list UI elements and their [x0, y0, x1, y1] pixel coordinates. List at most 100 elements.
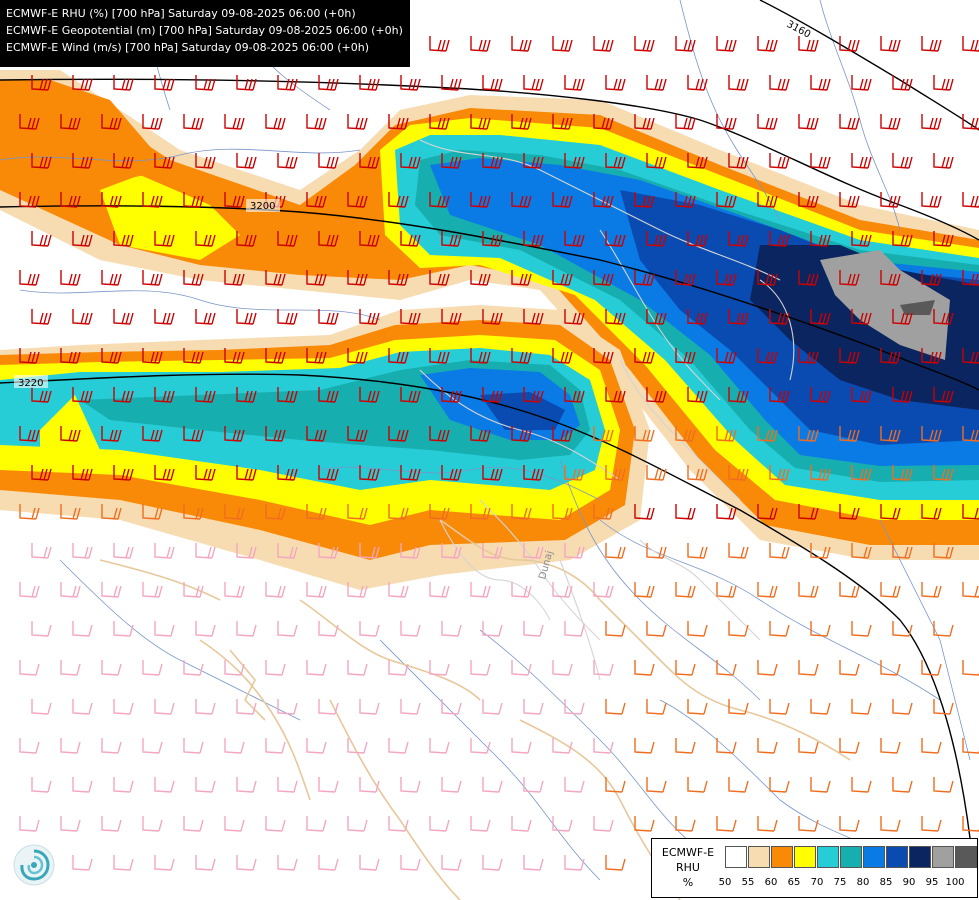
- wind-barb: [72, 543, 93, 559]
- wind-barb: [757, 348, 778, 364]
- wind-barb: [306, 192, 327, 208]
- wind-barb: [31, 465, 52, 481]
- wind-barb: [892, 777, 913, 793]
- wind-barb: [195, 777, 216, 793]
- wind-barb: [277, 543, 298, 559]
- wind-barb: [933, 387, 954, 403]
- wind-barb: [798, 660, 819, 676]
- wind-barb: [634, 816, 655, 832]
- wind-barb: [318, 777, 339, 793]
- wind-barb: [441, 465, 462, 481]
- wind-barb: [359, 75, 380, 91]
- wind-barb: [798, 192, 819, 208]
- wind-barb: [60, 270, 81, 286]
- wind-barb: [347, 426, 368, 442]
- wind-barb: [892, 699, 913, 715]
- wind-barb: [142, 192, 163, 208]
- wind-barb: [306, 348, 327, 364]
- wind-barb: [552, 270, 573, 286]
- wind-barb: [236, 231, 257, 247]
- wind-barb: [113, 855, 134, 871]
- wind-barb: [318, 387, 339, 403]
- wind-barb: [593, 582, 614, 598]
- wind-barb: [195, 387, 216, 403]
- wind-barb: [441, 855, 462, 871]
- wind-barb: [359, 387, 380, 403]
- wind-barb: [265, 660, 286, 676]
- wind-barb: [470, 504, 491, 520]
- wind-barb: [19, 660, 40, 676]
- wind-barb: [769, 621, 790, 637]
- wind-barb: [593, 816, 614, 832]
- wind-barb: [101, 582, 122, 598]
- wind-barb: [154, 75, 175, 91]
- wind-barb: [728, 153, 749, 169]
- wind-barb: [564, 777, 585, 793]
- wind-barb: [277, 855, 298, 871]
- wind-barb: [101, 114, 122, 130]
- wind-barb: [921, 426, 942, 442]
- wind-barb: [224, 348, 245, 364]
- legend-level-label: 70: [810, 877, 824, 888]
- wind-barb: [31, 621, 52, 637]
- wind-barb: [101, 738, 122, 754]
- wind-barb: [511, 270, 532, 286]
- wind-barb: [892, 465, 913, 481]
- wind-barb: [195, 543, 216, 559]
- wind-barb: [482, 465, 503, 481]
- wind-barb: [921, 660, 942, 676]
- legend-level-label: 100: [945, 877, 965, 888]
- wind-barb: [195, 621, 216, 637]
- wind-barb: [880, 426, 901, 442]
- wind-barb: [728, 75, 749, 91]
- legend-unit: %: [682, 876, 694, 889]
- wind-barb: [728, 231, 749, 247]
- wind-barb: [429, 660, 450, 676]
- wind-barb: [769, 465, 790, 481]
- wind-barb: [564, 621, 585, 637]
- wind-barb: [851, 387, 872, 403]
- wind-barb: [236, 543, 257, 559]
- wind-barb: [646, 75, 667, 91]
- wind-barb: [154, 309, 175, 325]
- wind-barb: [564, 465, 585, 481]
- wind-barb: [318, 699, 339, 715]
- wind-barb: [687, 153, 708, 169]
- wind-barb: [962, 36, 979, 52]
- wind-barb: [347, 660, 368, 676]
- wind-barb: [183, 738, 204, 754]
- wind-barb: [851, 465, 872, 481]
- wind-barb: [347, 348, 368, 364]
- wind-barb: [839, 738, 860, 754]
- wind-barb: [646, 777, 667, 793]
- wind-barb: [31, 75, 52, 91]
- wind-barb: [687, 75, 708, 91]
- wind-barb: [839, 192, 860, 208]
- wind-barb: [757, 660, 778, 676]
- wind-barb: [277, 231, 298, 247]
- legend-title: ECMWF-E RHU %: [654, 845, 722, 890]
- wind-barb: [318, 309, 339, 325]
- wind-barb: [564, 231, 585, 247]
- wind-barb: [318, 621, 339, 637]
- wind-barb: [675, 582, 696, 598]
- wind-barb: [511, 348, 532, 364]
- wind-barb: [728, 387, 749, 403]
- wind-barb: [634, 504, 655, 520]
- wind-barb: [839, 816, 860, 832]
- wind-barb: [552, 192, 573, 208]
- wind-barb: [482, 153, 503, 169]
- wind-barb: [851, 543, 872, 559]
- wind-barb: [429, 114, 450, 130]
- wind-barb: [757, 36, 778, 52]
- wind-barb: [318, 465, 339, 481]
- wind-barb: [728, 699, 749, 715]
- wind-barb: [470, 582, 491, 598]
- wind-barb: [552, 114, 573, 130]
- wind-barb: [183, 660, 204, 676]
- wind-barb: [933, 309, 954, 325]
- wind-barb: [593, 114, 614, 130]
- wind-barb: [728, 777, 749, 793]
- wind-barb: [716, 36, 737, 52]
